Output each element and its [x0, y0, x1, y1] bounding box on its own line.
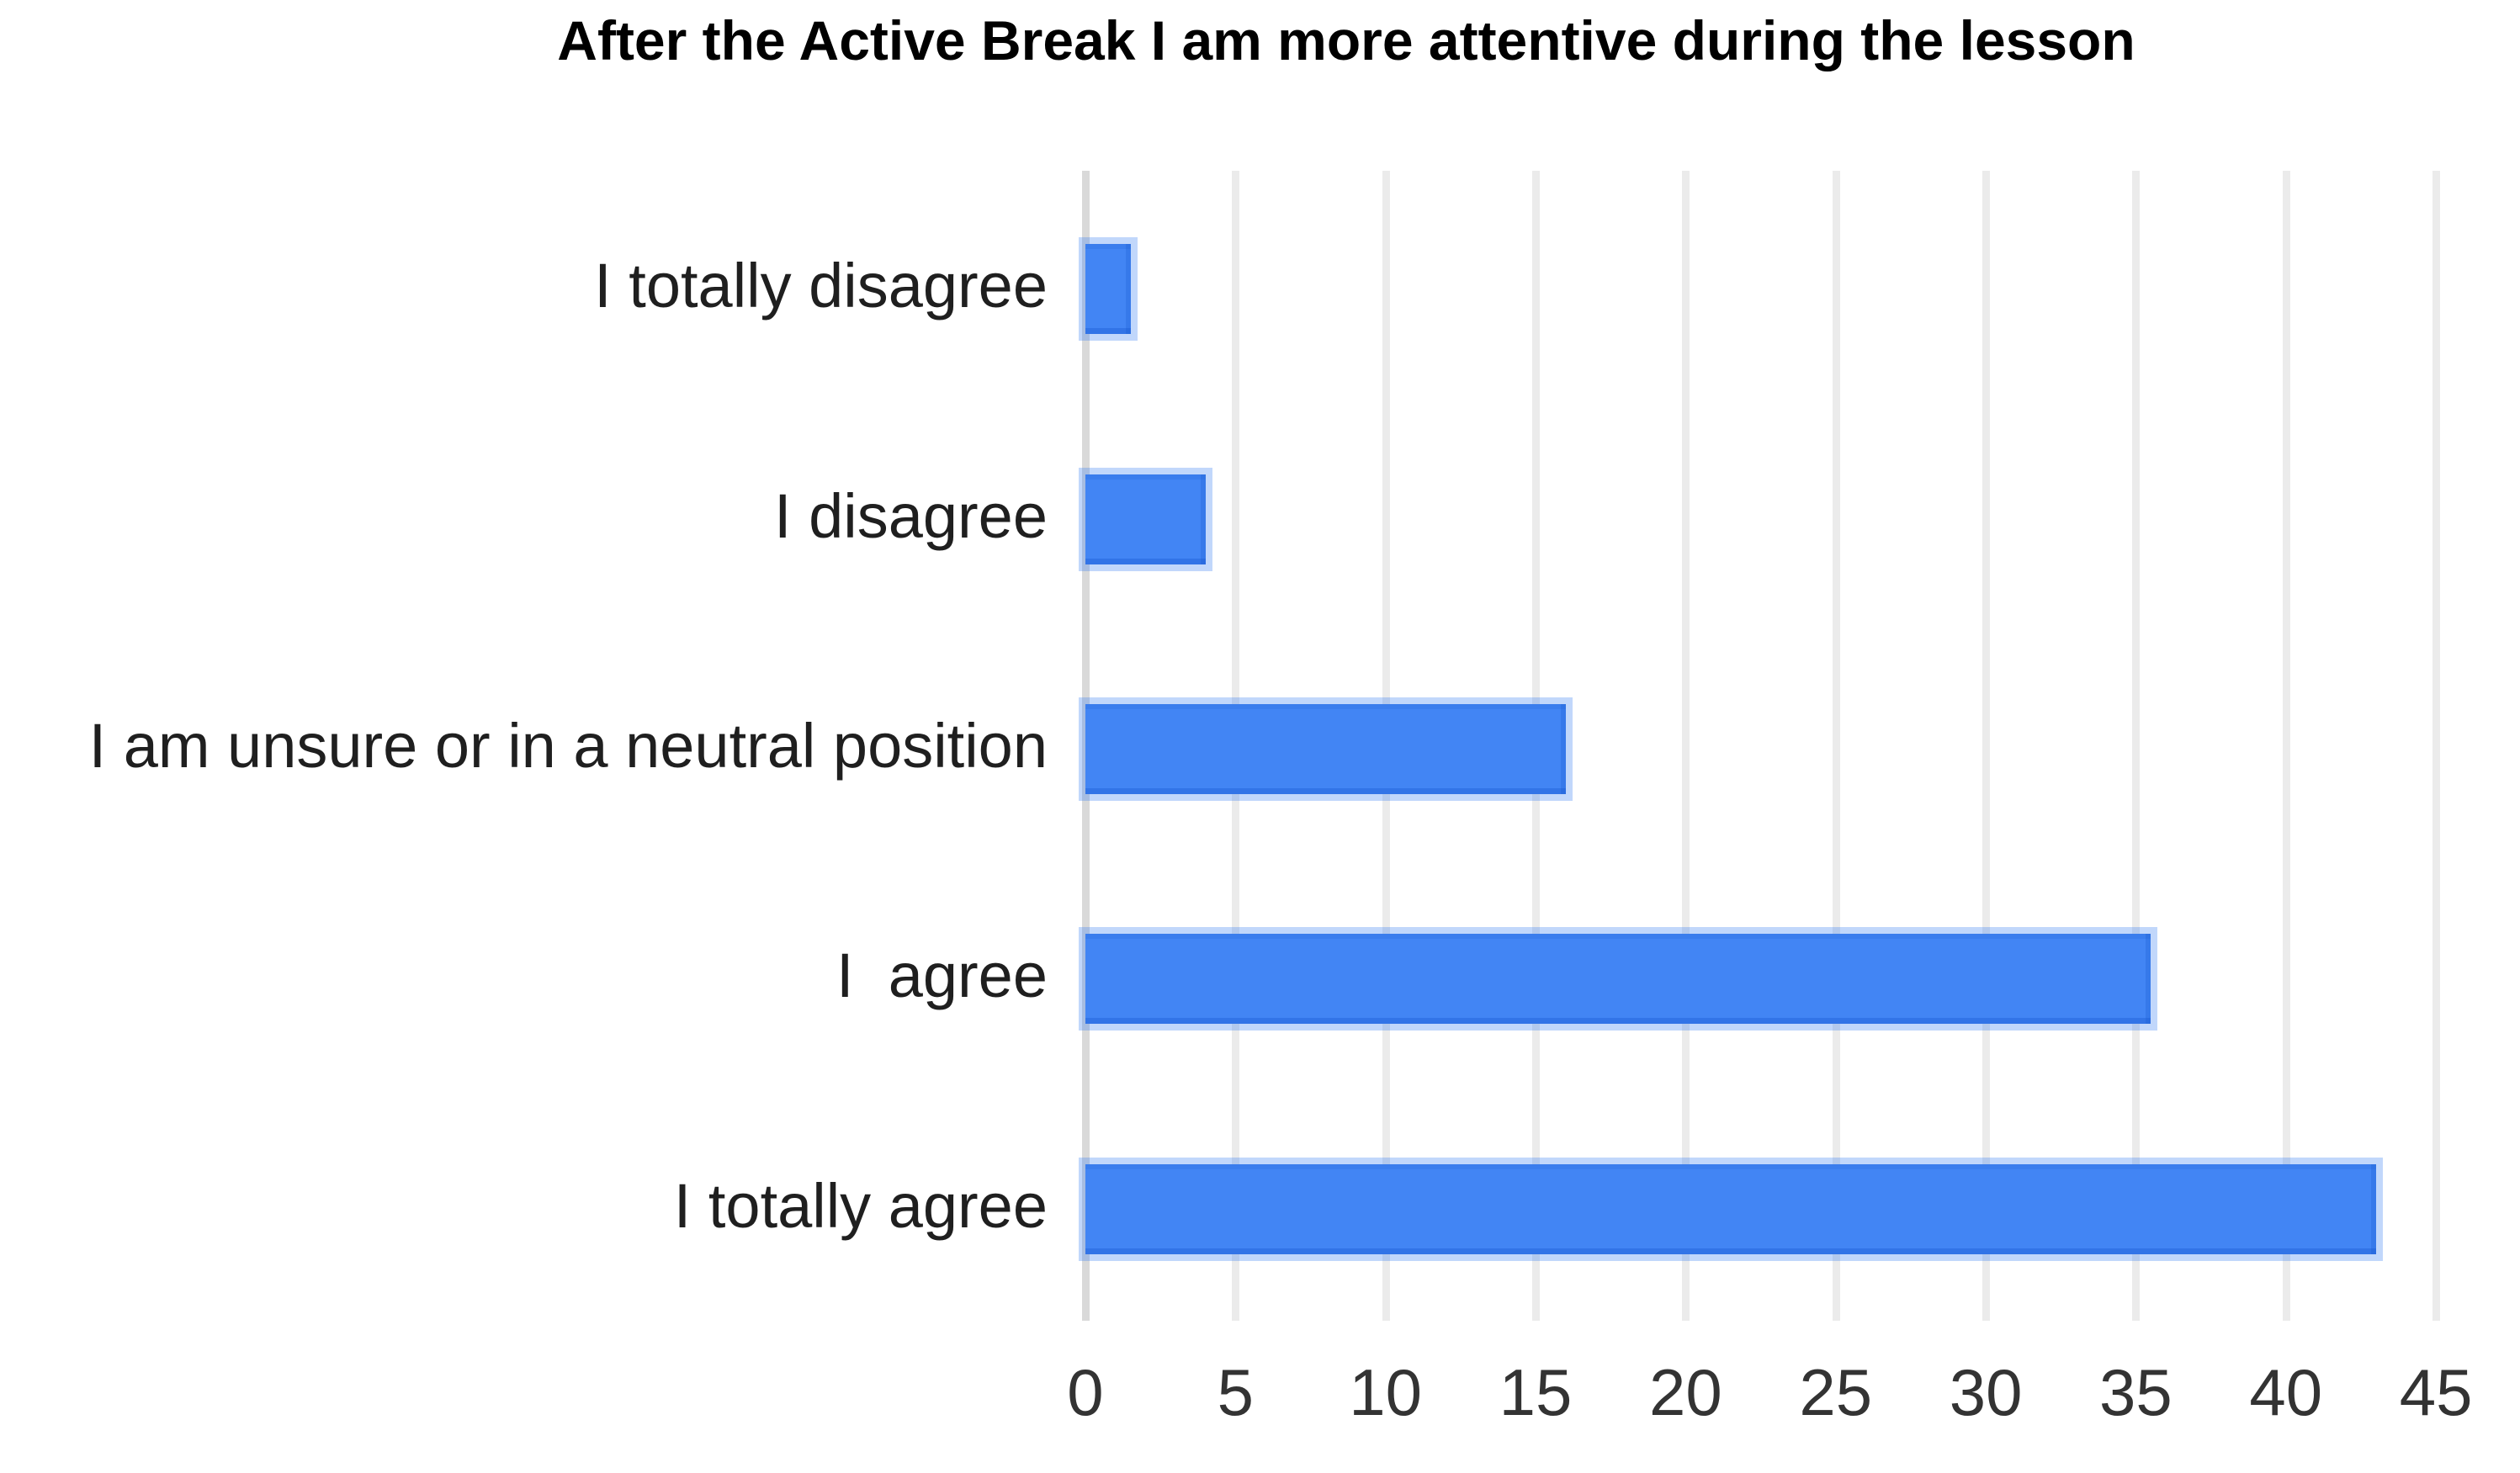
gridline: [1982, 171, 1991, 1321]
gridline: [2132, 171, 2141, 1321]
chart-row: [1085, 171, 2490, 400]
category-label: I am unsure or in a neutral position: [88, 710, 1048, 781]
bar: [1085, 1163, 2376, 1254]
bar: [1085, 244, 1131, 335]
x-tick-label: 25: [1799, 1355, 1873, 1429]
x-tick-label: 20: [1649, 1355, 1722, 1429]
chart-row: [1085, 400, 2490, 630]
x-tick-label: 15: [1499, 1355, 1573, 1429]
chart-row: [1085, 861, 2490, 1090]
x-tick-label: 30: [1949, 1355, 2023, 1429]
chart-row: [1085, 631, 2490, 861]
chart-row: [1085, 1091, 2490, 1321]
x-tick-label: 0: [1067, 1355, 1104, 1429]
x-tick-label: 5: [1217, 1355, 1255, 1429]
x-tick-label: 45: [2399, 1355, 2473, 1429]
x-tick-label: 10: [1349, 1355, 1423, 1429]
bar: [1085, 474, 1206, 564]
bar: [1085, 703, 1566, 794]
category-labels-layer: I totally disagree I disagree I am unsure …: [0, 171, 1048, 1321]
gridline: [2432, 171, 2441, 1321]
gridline: [1682, 171, 1690, 1321]
chart-title: After the Active Break I am more attenti…: [557, 9, 2135, 72]
category-label: I totally agree: [673, 1170, 1048, 1241]
category-label: I disagree: [774, 480, 1048, 551]
category-label: I agree: [836, 940, 1048, 1011]
gridline: [1832, 171, 1840, 1321]
x-tick-label: 40: [2249, 1355, 2323, 1429]
bar: [1085, 934, 2151, 1025]
x-tick-label: 35: [2099, 1355, 2173, 1429]
plot-area: [1082, 171, 2490, 1321]
category-label: I totally disagree: [594, 251, 1048, 321]
gridline: [2282, 171, 2290, 1321]
